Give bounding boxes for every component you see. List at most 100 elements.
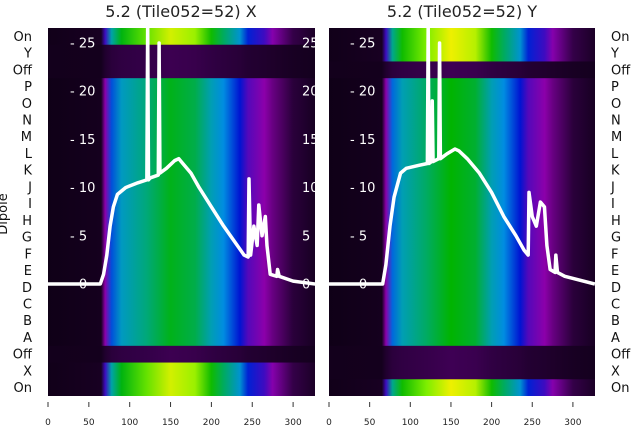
heatmap-row — [48, 245, 315, 263]
heatmap-row — [329, 362, 595, 380]
row-label: Off — [611, 348, 631, 363]
row-label: Off — [13, 348, 33, 363]
heatmap-row — [329, 44, 595, 62]
heatmap-row — [329, 111, 595, 129]
heatmap-row — [48, 128, 315, 146]
heatmap-row — [48, 145, 315, 163]
row-label: X — [23, 364, 32, 379]
x-tick-label: 250 — [244, 418, 261, 428]
row-label: D — [611, 281, 621, 296]
row-label: P — [611, 80, 619, 95]
heatmap-row — [48, 212, 315, 230]
heatmap-row — [48, 44, 315, 62]
row-label: L — [25, 147, 33, 162]
heatmap-row — [48, 362, 315, 380]
row-label: O — [22, 97, 32, 112]
heatmap-row — [48, 295, 315, 313]
row-label: A — [23, 331, 32, 346]
y-tick-label: - 10 — [350, 181, 375, 196]
row-label: K — [23, 164, 32, 179]
heatmap-row — [48, 61, 315, 79]
y-tick-label: 25 — [302, 37, 319, 52]
row-label: G — [611, 231, 621, 246]
line-series — [329, 28, 595, 286]
spectrum-line — [48, 28, 315, 286]
heatmap-row — [48, 345, 315, 364]
row-label: H — [22, 214, 32, 229]
heatmap-row — [48, 278, 315, 297]
heatmap-row — [329, 195, 595, 213]
row-label: Off — [611, 63, 631, 78]
heatmap-row — [48, 28, 315, 46]
x-tick-label: 300 — [564, 418, 581, 428]
heatmap-row — [329, 94, 595, 113]
panel-x: 5.2 (Tile052=52) X- 0 0- 5 5- 10 10- 15 15- … — [13, 2, 319, 428]
row-label: D — [22, 281, 32, 296]
chart-title: 5.2 (Tile052=52) Y — [387, 2, 537, 21]
heatmap-row — [329, 379, 595, 396]
y-tick-label: 10 — [302, 181, 319, 196]
heatmap-row — [329, 128, 595, 146]
heatmap-row — [48, 262, 315, 280]
x-tick-label: 200 — [483, 418, 500, 428]
x-tick-label: 150 — [442, 418, 459, 428]
heatmap-row — [329, 312, 595, 330]
row-label: On — [611, 381, 629, 396]
y-axis-label: Dipole — [0, 193, 11, 234]
x-tick-label: 250 — [524, 418, 541, 428]
x-tick-label: 0 — [326, 418, 332, 428]
row-label: N — [22, 114, 32, 129]
heatmap-row — [329, 345, 595, 364]
y-tick-label: 5 — [302, 229, 310, 244]
heatmap-row — [329, 295, 595, 313]
row-label: E — [611, 264, 619, 279]
x-tick-label: 150 — [162, 418, 179, 428]
row-label: E — [24, 264, 32, 279]
heatmap-row — [48, 111, 315, 129]
x-tick-label: 300 — [285, 418, 302, 428]
heatmap-row — [48, 379, 315, 396]
chart-title: 5.2 (Tile052=52) X — [105, 2, 256, 21]
row-label: On — [611, 30, 629, 45]
row-label: I — [611, 197, 615, 212]
row-label: M — [21, 130, 32, 145]
y-tick-label: 15 — [302, 133, 319, 148]
heatmap-row — [48, 228, 315, 246]
heatmap-row — [329, 78, 595, 96]
row-label: Off — [13, 63, 33, 78]
x-tick-label: 50 — [83, 418, 95, 428]
x-tick-label: 100 — [402, 418, 419, 428]
row-label: B — [611, 314, 620, 329]
heatmap: - 0- 5- 10- 15- 20- 25 — [329, 28, 595, 396]
heatmap-row — [48, 161, 315, 180]
y-tick-label: - 15 — [350, 133, 375, 148]
row-label: I — [28, 197, 32, 212]
heatmap-row — [329, 278, 595, 297]
row-label: P — [24, 80, 32, 95]
row-label: J — [610, 180, 615, 195]
heatmap-row — [329, 28, 595, 46]
y-tick-label: - 10 — [70, 181, 95, 196]
row-label: C — [23, 298, 32, 313]
heatmap-row — [48, 329, 315, 347]
y-tick-label: - 20 — [350, 85, 375, 100]
x-tick-label: 200 — [203, 418, 220, 428]
y-tick-label: - 5 — [70, 229, 87, 244]
y-tick-label: - 15 — [70, 133, 95, 148]
heatmap-row — [329, 329, 595, 347]
spectrum-line — [329, 28, 595, 286]
row-label: N — [611, 114, 621, 129]
row-label: Y — [610, 47, 619, 62]
row-label: F — [611, 247, 618, 262]
x-tick-label: 100 — [121, 418, 138, 428]
row-label: F — [25, 247, 32, 262]
row-label: H — [611, 214, 621, 229]
y-tick-label: - 20 — [70, 85, 95, 100]
heatmap: - 0 0- 5 5- 10 10- 15 15- 20 20- 25 25 — [48, 28, 319, 396]
row-label: L — [611, 147, 619, 162]
row-label: Y — [23, 47, 32, 62]
row-label: J — [27, 180, 32, 195]
heatmap-row — [329, 212, 595, 230]
row-label: A — [611, 331, 620, 346]
